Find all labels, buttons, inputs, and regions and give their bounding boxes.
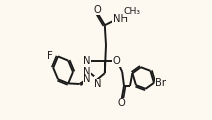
- Text: O: O: [113, 56, 121, 66]
- Text: N: N: [83, 74, 91, 84]
- Text: NH: NH: [113, 14, 128, 24]
- Text: O: O: [118, 98, 126, 108]
- Text: F: F: [47, 51, 53, 61]
- Text: CH₃: CH₃: [123, 7, 140, 17]
- Text: N: N: [94, 79, 101, 89]
- Text: N: N: [83, 56, 91, 66]
- Text: N: N: [83, 67, 91, 77]
- Text: O: O: [94, 5, 102, 15]
- Text: Br: Br: [155, 78, 166, 88]
